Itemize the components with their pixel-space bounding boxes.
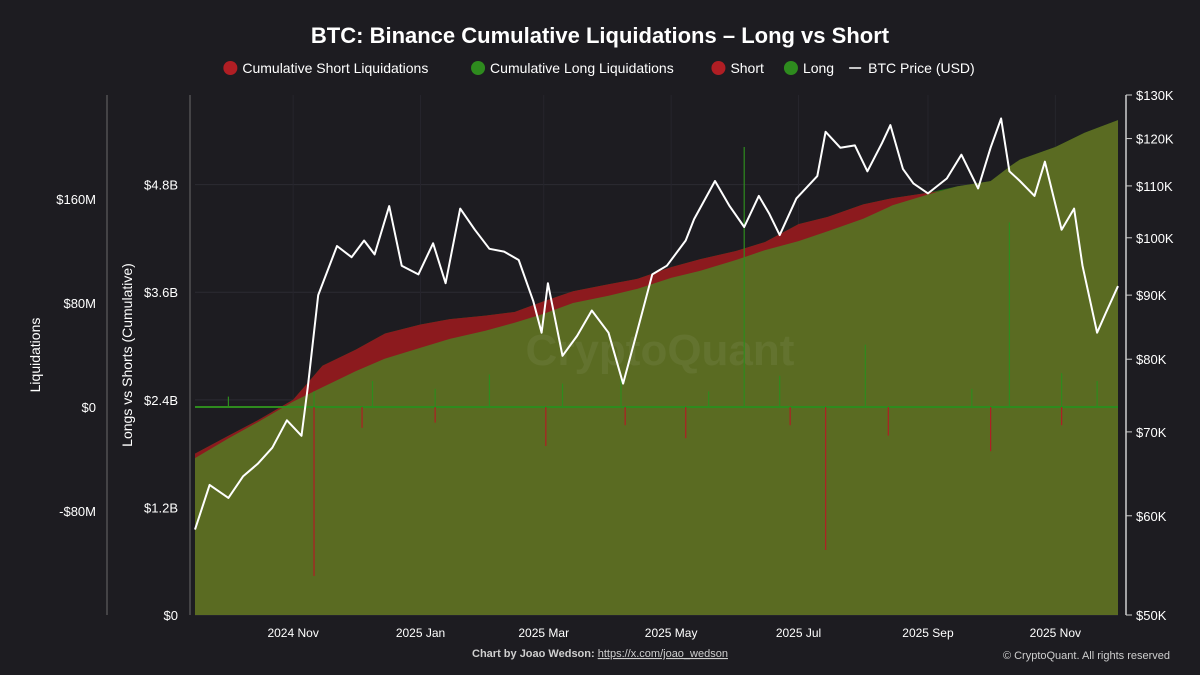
price-tick: $90K xyxy=(1136,288,1167,303)
watermark: CryptoQuant xyxy=(526,326,795,375)
liquidations-axis-label: Liquidations xyxy=(27,318,43,393)
plot-price xyxy=(194,117,1119,530)
price-tick: $50K xyxy=(1136,608,1167,623)
liquidations-tick: $0 xyxy=(82,400,96,415)
chart-title: BTC: Binance Cumulative Liquidations – L… xyxy=(311,23,890,48)
price-tick: $100K xyxy=(1136,231,1174,246)
price-axis: $130K $120K $110K $100K $90K $80K $70K $60K $50K xyxy=(1126,88,1174,623)
legend-label: Long xyxy=(803,60,834,76)
legend-dot-icon xyxy=(223,61,238,75)
liquidations-tick: $160M xyxy=(56,192,96,207)
price-tick: $130K xyxy=(1136,88,1174,103)
price-tick: $120K xyxy=(1136,132,1174,147)
legend-dot-icon xyxy=(783,61,798,75)
legend-label: Short xyxy=(730,60,764,76)
credit-prefix: Chart by Joao Wedson: xyxy=(472,648,598,660)
x-tick: 2025 Jul xyxy=(776,626,821,640)
legend-label: BTC Price (USD) xyxy=(868,60,975,76)
cumulative-tick: $1.2B xyxy=(144,500,178,515)
x-tick: 2025 Sep xyxy=(902,626,954,640)
cumulative-tick: $2.4B xyxy=(144,393,178,408)
cumulative-tick: $0 xyxy=(164,608,178,623)
x-tick: 2024 Nov xyxy=(267,626,318,640)
price-tick: $70K xyxy=(1136,425,1167,440)
liquidations-tick: -$80M xyxy=(59,504,96,519)
liquidations-axis: $160M $80M $0 -$80M xyxy=(56,192,96,519)
price-tick: $110K xyxy=(1136,179,1173,194)
liquidations-tick: $80M xyxy=(63,296,96,311)
x-tick: 2025 Mar xyxy=(518,626,569,640)
legend-item-long[interactable]: Long xyxy=(783,60,834,76)
cumulative-long-area xyxy=(195,120,1118,615)
price-tick: $80K xyxy=(1136,352,1167,367)
cumulative-axis: $4.8B $3.6B $2.4B $1.2B $0 xyxy=(144,178,178,623)
x-tick: 2025 May xyxy=(645,626,698,640)
legend-item-btc-price-usd[interactable]: BTC Price (USD) xyxy=(849,60,975,76)
credit: Chart by Joao Wedson: https://x.com/joao… xyxy=(472,648,728,660)
plot-bars xyxy=(195,147,1118,576)
cumulative-tick: $3.6B xyxy=(144,285,178,300)
legend-dot-icon xyxy=(471,61,486,75)
legend-item-cumulative-long-liquidations[interactable]: Cumulative Long Liquidations xyxy=(471,60,674,76)
price-tick: $60K xyxy=(1136,509,1167,524)
plot-areas xyxy=(195,120,1118,616)
copyright: © CryptoQuant. All rights reserved xyxy=(1003,650,1170,662)
x-tick: 2025 Jan xyxy=(396,626,445,640)
legend-label: Cumulative Short Liquidations xyxy=(242,60,428,76)
btc-price-line xyxy=(194,117,1119,530)
cumulative-tick: $4.8B xyxy=(144,178,178,193)
x-axis: 2024 Nov 2025 Jan 2025 Mar 2025 May 2025 Jul… xyxy=(267,626,1081,640)
legend-item-cumulative-short-liquidations[interactable]: Cumulative Short Liquidations xyxy=(223,60,428,76)
legend: Cumulative Short Liquidations Cumulative … xyxy=(223,60,975,76)
x-tick: 2025 Nov xyxy=(1030,626,1081,640)
legend-dot-icon xyxy=(711,61,726,75)
legend-label: Cumulative Long Liquidations xyxy=(490,60,674,76)
cumulative-axis-label: Longs vs Shorts (Cumulative) xyxy=(119,263,135,447)
legend-item-short[interactable]: Short xyxy=(711,60,764,76)
credit-link[interactable]: https://x.com/joao_wedson xyxy=(598,648,728,660)
